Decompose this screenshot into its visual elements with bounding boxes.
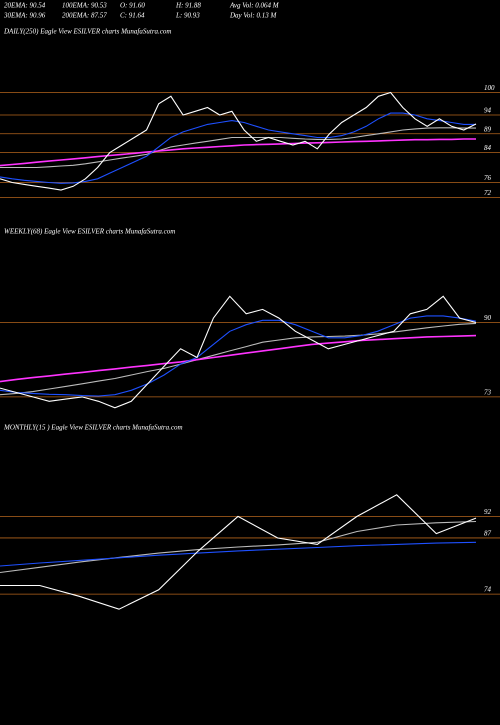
series-line xyxy=(0,127,476,169)
y-tick-label: 76 xyxy=(484,174,492,182)
header-stat: 20EMA: 90.54 xyxy=(4,2,46,10)
y-tick-label: 90 xyxy=(484,314,492,322)
series-line xyxy=(0,520,477,574)
header-stat: C: 91.64 xyxy=(120,12,145,20)
y-tick-label: 72 xyxy=(484,189,492,197)
panel-title: MONTHLY(15 ) Eagle View ESILVER charts M… xyxy=(3,424,183,432)
series-line xyxy=(0,494,477,610)
header-stat: 200EMA: 87.57 xyxy=(62,12,107,20)
series-line xyxy=(0,112,476,184)
series-line xyxy=(0,315,477,397)
y-tick-label: 92 xyxy=(484,508,492,516)
y-tick-label: 100 xyxy=(484,84,495,92)
header-stat: H: 91.88 xyxy=(175,2,201,10)
y-tick-label: 73 xyxy=(484,388,492,396)
header-stat: Avg Vol: 0.064 M xyxy=(229,2,280,10)
panel-title: WEEKLY(68) Eagle View ESILVER charts Mun… xyxy=(4,228,175,236)
header-stat: 100EMA: 90.53 xyxy=(62,2,107,10)
y-tick-label: 89 xyxy=(484,125,492,133)
series-line xyxy=(0,91,477,191)
series-line xyxy=(0,541,477,567)
header-stat: 30EMA: 90.96 xyxy=(3,12,46,20)
y-tick-label: 94 xyxy=(484,107,492,115)
series-line xyxy=(0,334,477,383)
series-line xyxy=(0,295,477,409)
series-line xyxy=(0,322,477,396)
header-stat: Day Vol: 0.13 M xyxy=(229,12,277,20)
header-stat: L: 90.93 xyxy=(175,12,200,20)
y-tick-label: 74 xyxy=(484,586,492,594)
panel-title: DAILY(250) Eagle View ESILVER charts Mun… xyxy=(3,28,171,36)
series-line xyxy=(0,138,476,167)
y-tick-label: 84 xyxy=(484,144,492,152)
y-tick-label: 87 xyxy=(484,530,492,538)
header-stat: O: 91.60 xyxy=(120,2,145,10)
